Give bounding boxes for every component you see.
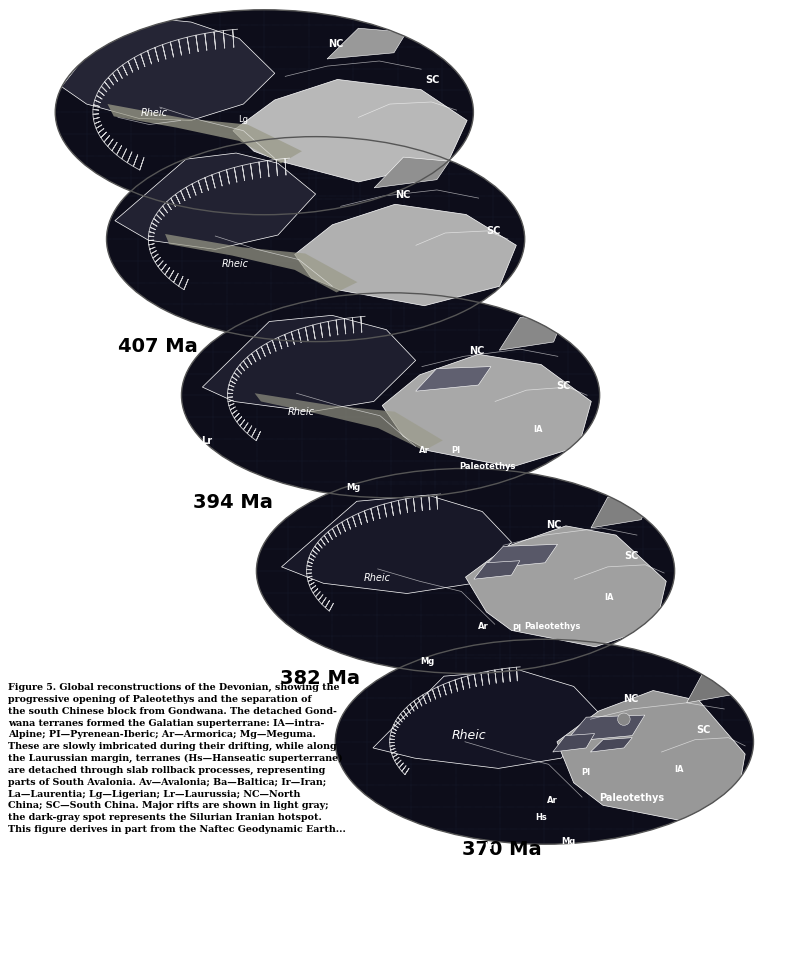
Text: Pl: Pl [581, 768, 590, 778]
Text: NC: NC [394, 190, 410, 200]
Text: Rheic: Rheic [451, 729, 486, 743]
Text: SC: SC [486, 226, 500, 236]
Polygon shape [466, 526, 666, 647]
Text: Rheic: Rheic [364, 573, 391, 583]
Text: Ba: Ba [42, 134, 56, 143]
Text: Figure 5. Global reconstructions of the Devonian, showing the
progressive openin: Figure 5. Global reconstructions of the … [8, 683, 346, 834]
Ellipse shape [256, 468, 675, 673]
Text: Pl: Pl [451, 446, 461, 456]
Text: IA: IA [674, 764, 683, 774]
Ellipse shape [107, 137, 525, 342]
Polygon shape [107, 104, 302, 163]
Text: Mg: Mg [346, 483, 361, 493]
Polygon shape [115, 153, 316, 249]
Text: 394 Ma: 394 Ma [193, 493, 273, 512]
Text: 370 Ma: 370 Ma [462, 839, 541, 859]
Text: SC: SC [624, 551, 638, 561]
Text: Rheic: Rheic [288, 407, 315, 417]
Ellipse shape [618, 713, 630, 725]
Text: IA: IA [533, 425, 543, 434]
Polygon shape [233, 79, 467, 182]
Ellipse shape [335, 639, 753, 844]
Text: NC: NC [327, 39, 343, 49]
Polygon shape [295, 204, 516, 305]
Text: Paleotethys: Paleotethys [599, 793, 664, 803]
Text: La: La [50, 202, 63, 212]
Polygon shape [374, 157, 450, 187]
Text: Lr: Lr [201, 436, 212, 446]
Text: Av: Av [53, 169, 67, 179]
Text: Mg: Mg [561, 836, 575, 846]
Ellipse shape [256, 468, 675, 673]
Text: NC: NC [546, 520, 562, 530]
Text: 407 Ma: 407 Ma [118, 337, 198, 356]
Text: NC: NC [623, 694, 639, 704]
Text: Lr: Lr [484, 841, 494, 851]
Polygon shape [382, 354, 591, 468]
Polygon shape [327, 28, 406, 59]
Polygon shape [686, 672, 741, 703]
Text: Pl: Pl [512, 624, 522, 633]
Text: SC: SC [697, 725, 711, 735]
Polygon shape [565, 715, 645, 742]
Text: Paleotethys: Paleotethys [459, 462, 516, 471]
Polygon shape [282, 495, 511, 593]
Text: Paleotethys: Paleotethys [524, 622, 581, 631]
Polygon shape [591, 497, 649, 528]
Ellipse shape [181, 293, 600, 498]
Text: Rheic: Rheic [140, 108, 167, 118]
Text: Mg: Mg [421, 657, 435, 667]
Polygon shape [474, 560, 520, 579]
Text: IA: IA [604, 592, 614, 602]
Text: La: La [114, 288, 126, 298]
Text: Rheic: Rheic [222, 259, 249, 268]
Text: SC: SC [425, 75, 439, 85]
Polygon shape [590, 738, 632, 752]
Text: Hs: Hs [536, 813, 547, 823]
Polygon shape [553, 734, 595, 752]
Polygon shape [165, 234, 357, 293]
Polygon shape [499, 317, 562, 350]
Text: SC: SC [556, 382, 570, 391]
Text: Ar: Ar [477, 622, 488, 631]
Ellipse shape [335, 639, 753, 844]
Polygon shape [482, 545, 558, 569]
Text: NC: NC [469, 346, 484, 356]
Text: Ir: Ir [578, 446, 586, 456]
Text: Ar: Ar [547, 795, 558, 805]
Polygon shape [557, 691, 745, 822]
Polygon shape [416, 367, 491, 391]
Text: 382 Ma: 382 Ma [280, 669, 360, 688]
Ellipse shape [107, 137, 525, 342]
Ellipse shape [181, 293, 600, 498]
Polygon shape [62, 18, 275, 120]
Polygon shape [373, 670, 603, 768]
Ellipse shape [55, 10, 473, 215]
Polygon shape [255, 393, 443, 451]
Polygon shape [202, 315, 416, 412]
Text: Ir: Ir [722, 797, 730, 807]
Text: Ir: Ir [643, 626, 651, 635]
Ellipse shape [55, 10, 473, 215]
Text: Ar: Ar [419, 446, 430, 456]
Text: Lg: Lg [238, 114, 248, 124]
